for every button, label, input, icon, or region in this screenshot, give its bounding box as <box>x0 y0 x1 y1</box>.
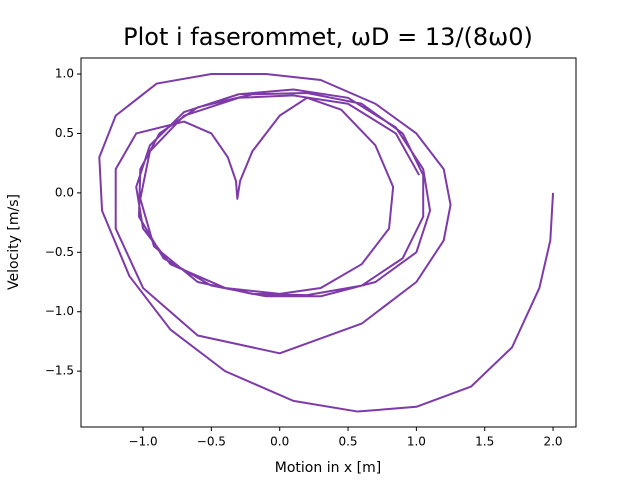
x-tick-label: 0.0 <box>270 435 289 449</box>
data-line <box>98 73 555 413</box>
y-axis-label: Velocity [m/s] <box>6 194 22 290</box>
y-tick-label: 1.0 <box>55 67 74 81</box>
x-tick-label: 1.0 <box>407 435 426 449</box>
x-tick-label: 0.5 <box>338 435 357 449</box>
x-tick-label: −0.5 <box>197 435 226 449</box>
y-tick-label: −0.5 <box>45 245 74 259</box>
axes-frame <box>80 57 577 428</box>
y-tick-label: 0.5 <box>55 126 74 140</box>
y-tick-label: −1.0 <box>45 304 74 318</box>
chart-title: Plot i faserommet, ωD = 13/(8ω0) <box>123 23 533 51</box>
y-tick-label: −1.5 <box>45 364 74 378</box>
x-tick-label: −1.0 <box>128 435 157 449</box>
x-tick-label: 2.0 <box>543 435 562 449</box>
x-tick-label: 1.5 <box>475 435 494 449</box>
y-tick-label: 0.0 <box>55 185 74 199</box>
x-axis-label: Motion in x [m] <box>275 460 381 476</box>
